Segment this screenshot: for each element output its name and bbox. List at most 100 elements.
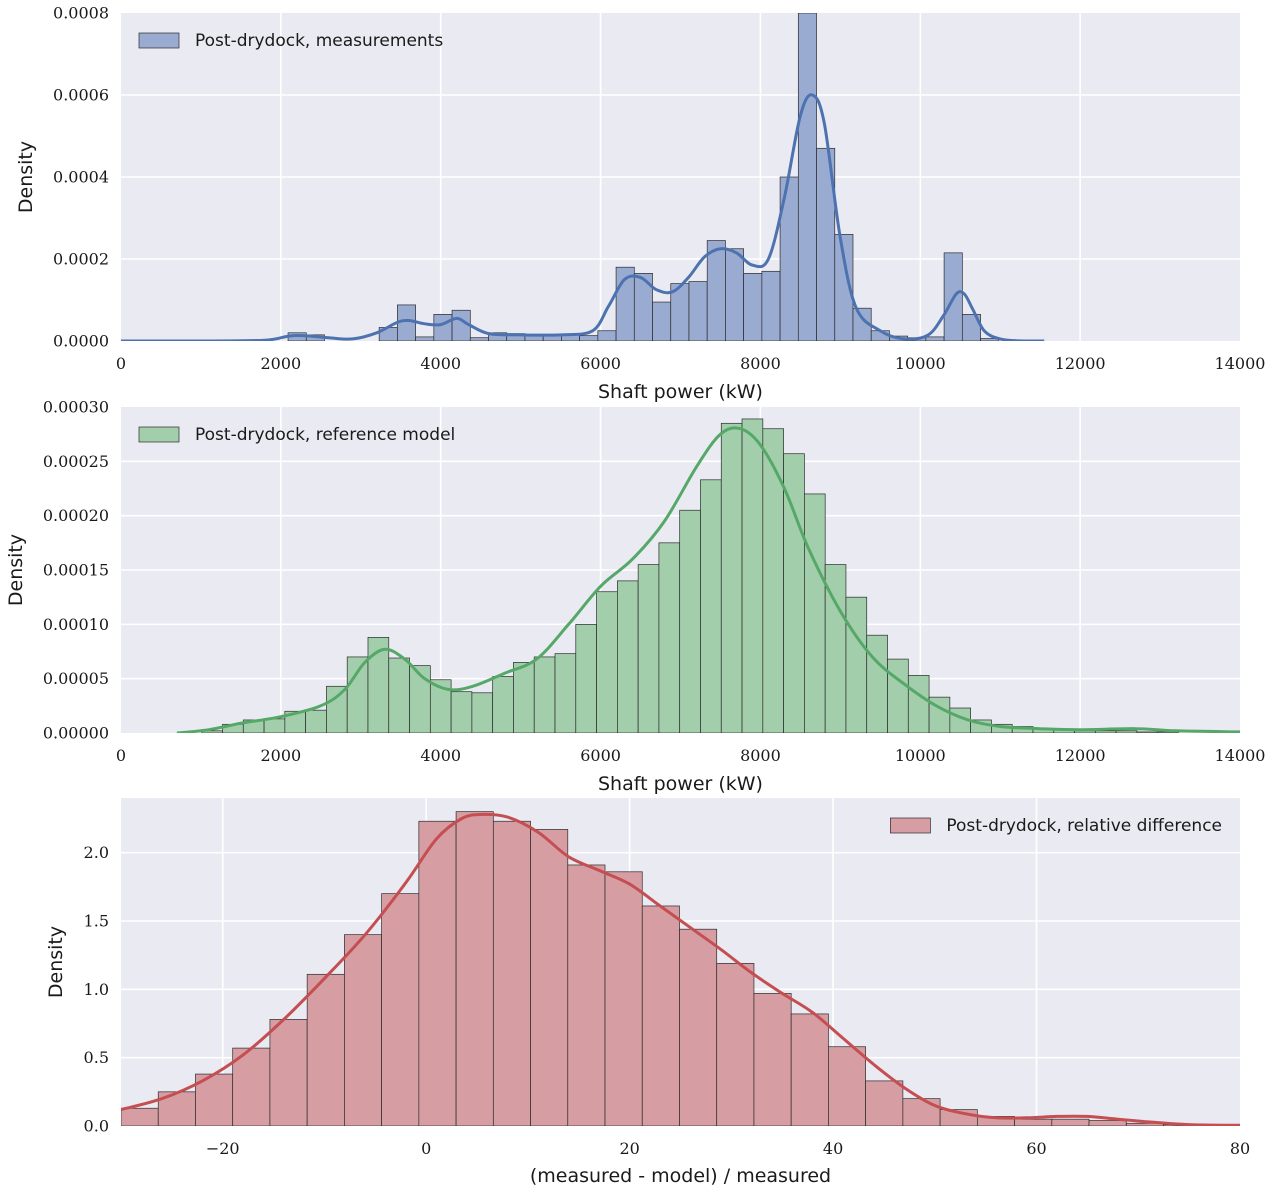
relative-difference-bar xyxy=(679,928,718,1126)
reference-model-bar xyxy=(596,591,618,733)
reference-model-bar xyxy=(346,656,369,733)
reference-model-y-tick-label: 0.00030 xyxy=(43,398,109,417)
reference-model-y-axis-label: Density xyxy=(5,534,27,606)
relative-difference-x-tick-label: 80 xyxy=(1230,1139,1250,1158)
reference-model-histogram-panel: 0 2000 4000 6000 8000 10000 12000 14000 0.00000 0… xyxy=(5,398,1265,796)
reference-model-bar xyxy=(554,653,577,733)
reference-model-marks xyxy=(176,418,1240,733)
reference-model-x-tick-label: 2000 xyxy=(260,746,301,765)
measurements-x-tick-label: 2000 xyxy=(260,354,301,373)
relative-difference-y-tick-label: 0.5 xyxy=(84,1048,109,1067)
reference-model-x-tick-label: 12000 xyxy=(1055,746,1106,765)
relative-difference-y-tick-label: 1.0 xyxy=(84,980,109,999)
relative-difference-x-tick-label: 60 xyxy=(1026,1139,1046,1158)
measurements-y-tick-label: 0.0002 xyxy=(53,250,109,269)
relative-difference-bar xyxy=(790,1013,829,1126)
relative-difference-kde-line xyxy=(121,812,1240,1126)
measurements-y-tick-label: 0.0000 xyxy=(53,332,109,351)
reference-model-bar xyxy=(533,656,556,733)
measurements-kde-line xyxy=(121,93,1045,341)
relative-difference-y-tick-label: 1.5 xyxy=(84,912,109,931)
reference-model-bar xyxy=(326,685,348,733)
relative-difference-bar xyxy=(1088,1120,1127,1126)
measurements-bar xyxy=(797,13,817,341)
measurements-x-tick-label: 10000 xyxy=(895,354,946,373)
measurements-x-tick-label: 14000 xyxy=(1215,354,1266,373)
relative-difference-histogram-panel: −20 0 20 40 60 80 0.0 0.5 1.0 1.5 2.0 (measured - m… xyxy=(45,798,1250,1187)
reference-model-bar xyxy=(679,509,701,733)
measurements-bar xyxy=(469,337,489,341)
relative-difference-bar xyxy=(567,864,606,1126)
measurements-bar xyxy=(652,301,672,341)
measurements-x-tick-label: 6000 xyxy=(580,354,621,373)
relative-difference-y-tick-label: 2.0 xyxy=(84,843,109,862)
measurements-bar xyxy=(415,336,435,341)
reference-model-bar xyxy=(762,428,784,733)
measurements-bar xyxy=(688,281,708,341)
relative-difference-legend: Post-drydock, relative difference xyxy=(890,816,1222,836)
reference-model-bar xyxy=(388,657,410,733)
measurements-legend: Post-drydock, measurements xyxy=(138,31,443,51)
relative-difference-bar xyxy=(455,811,494,1126)
reference-model-x-tick-label: 14000 xyxy=(1215,746,1266,765)
reference-model-bar xyxy=(1136,731,1159,733)
reference-model-bar xyxy=(263,718,286,733)
measurements-legend-label: Post-drydock, measurements xyxy=(195,31,443,51)
reference-model-x-tick-label: 8000 xyxy=(740,746,781,765)
reference-model-legend-label: Post-drydock, reference model xyxy=(195,425,455,445)
reference-model-x-tick-label: 4000 xyxy=(420,746,461,765)
reference-model-y-tick-label: 0.00005 xyxy=(43,669,109,688)
reference-model-bar xyxy=(1115,730,1138,733)
reference-model-bar xyxy=(575,623,597,733)
relative-difference-bar xyxy=(344,934,382,1126)
reference-model-bar xyxy=(637,564,660,733)
relative-difference-x-axis-label: (measured - model) / measured xyxy=(530,1165,831,1187)
relative-difference-bar xyxy=(604,871,643,1126)
measurements-x-tick-label: 0 xyxy=(116,354,126,373)
relative-difference-bar xyxy=(1051,1118,1090,1126)
reference-model-y-tick-label: 0.00025 xyxy=(43,452,109,471)
reference-model-bar xyxy=(741,418,764,733)
reference-model-x-tick-label: 6000 xyxy=(580,746,621,765)
reference-model-y-tick-label: 0.00010 xyxy=(43,615,109,634)
measurements-bar xyxy=(579,335,599,341)
reference-model-x-tick-label: 10000 xyxy=(895,746,946,765)
reference-model-bar xyxy=(907,675,930,733)
relative-difference-y-axis-label: Density xyxy=(45,926,67,998)
measurements-y-tick-label: 0.0004 xyxy=(53,168,109,187)
reference-model-x-tick-label: 0 xyxy=(116,746,126,765)
relative-difference-bar xyxy=(865,1080,904,1126)
relative-difference-legend-swatch xyxy=(890,817,931,834)
reference-model-bar xyxy=(845,596,868,733)
relative-difference-bar xyxy=(828,1046,866,1126)
measurements-y-axis-label: Density xyxy=(15,141,37,213)
reference-model-y-tick-label: 0.00000 xyxy=(43,724,109,743)
measurements-bar xyxy=(925,336,945,341)
reference-model-bar xyxy=(866,634,888,733)
relative-difference-bar xyxy=(492,820,531,1126)
relative-difference-bar xyxy=(902,1098,941,1126)
relative-difference-x-tick-label: −20 xyxy=(206,1139,240,1158)
reference-model-bar xyxy=(617,580,639,733)
measurements-bar xyxy=(743,273,763,341)
relative-difference-marks xyxy=(121,811,1240,1126)
reference-model-bar xyxy=(471,692,494,733)
measurements-y-tick-label: 0.0006 xyxy=(53,86,109,105)
relative-difference-bar xyxy=(753,993,792,1126)
reference-model-bar xyxy=(513,662,535,733)
reference-model-bar xyxy=(658,542,681,733)
reference-model-bar xyxy=(887,658,909,733)
measurements-y-tick-label: 0.0008 xyxy=(53,4,109,23)
measurements-bar xyxy=(433,314,453,341)
measurements-x-axis-label: Shaft power (kW) xyxy=(598,381,763,403)
relative-difference-bar xyxy=(381,893,420,1126)
reference-model-y-tick-label: 0.00020 xyxy=(43,506,109,525)
reference-model-bar xyxy=(700,479,722,733)
relative-difference-bar xyxy=(1014,1118,1053,1126)
relative-difference-bar xyxy=(232,1047,271,1126)
relative-difference-bar xyxy=(418,820,457,1126)
measurements-bar xyxy=(725,248,744,341)
reference-model-bar xyxy=(450,691,473,733)
reference-model-bar xyxy=(305,709,327,733)
